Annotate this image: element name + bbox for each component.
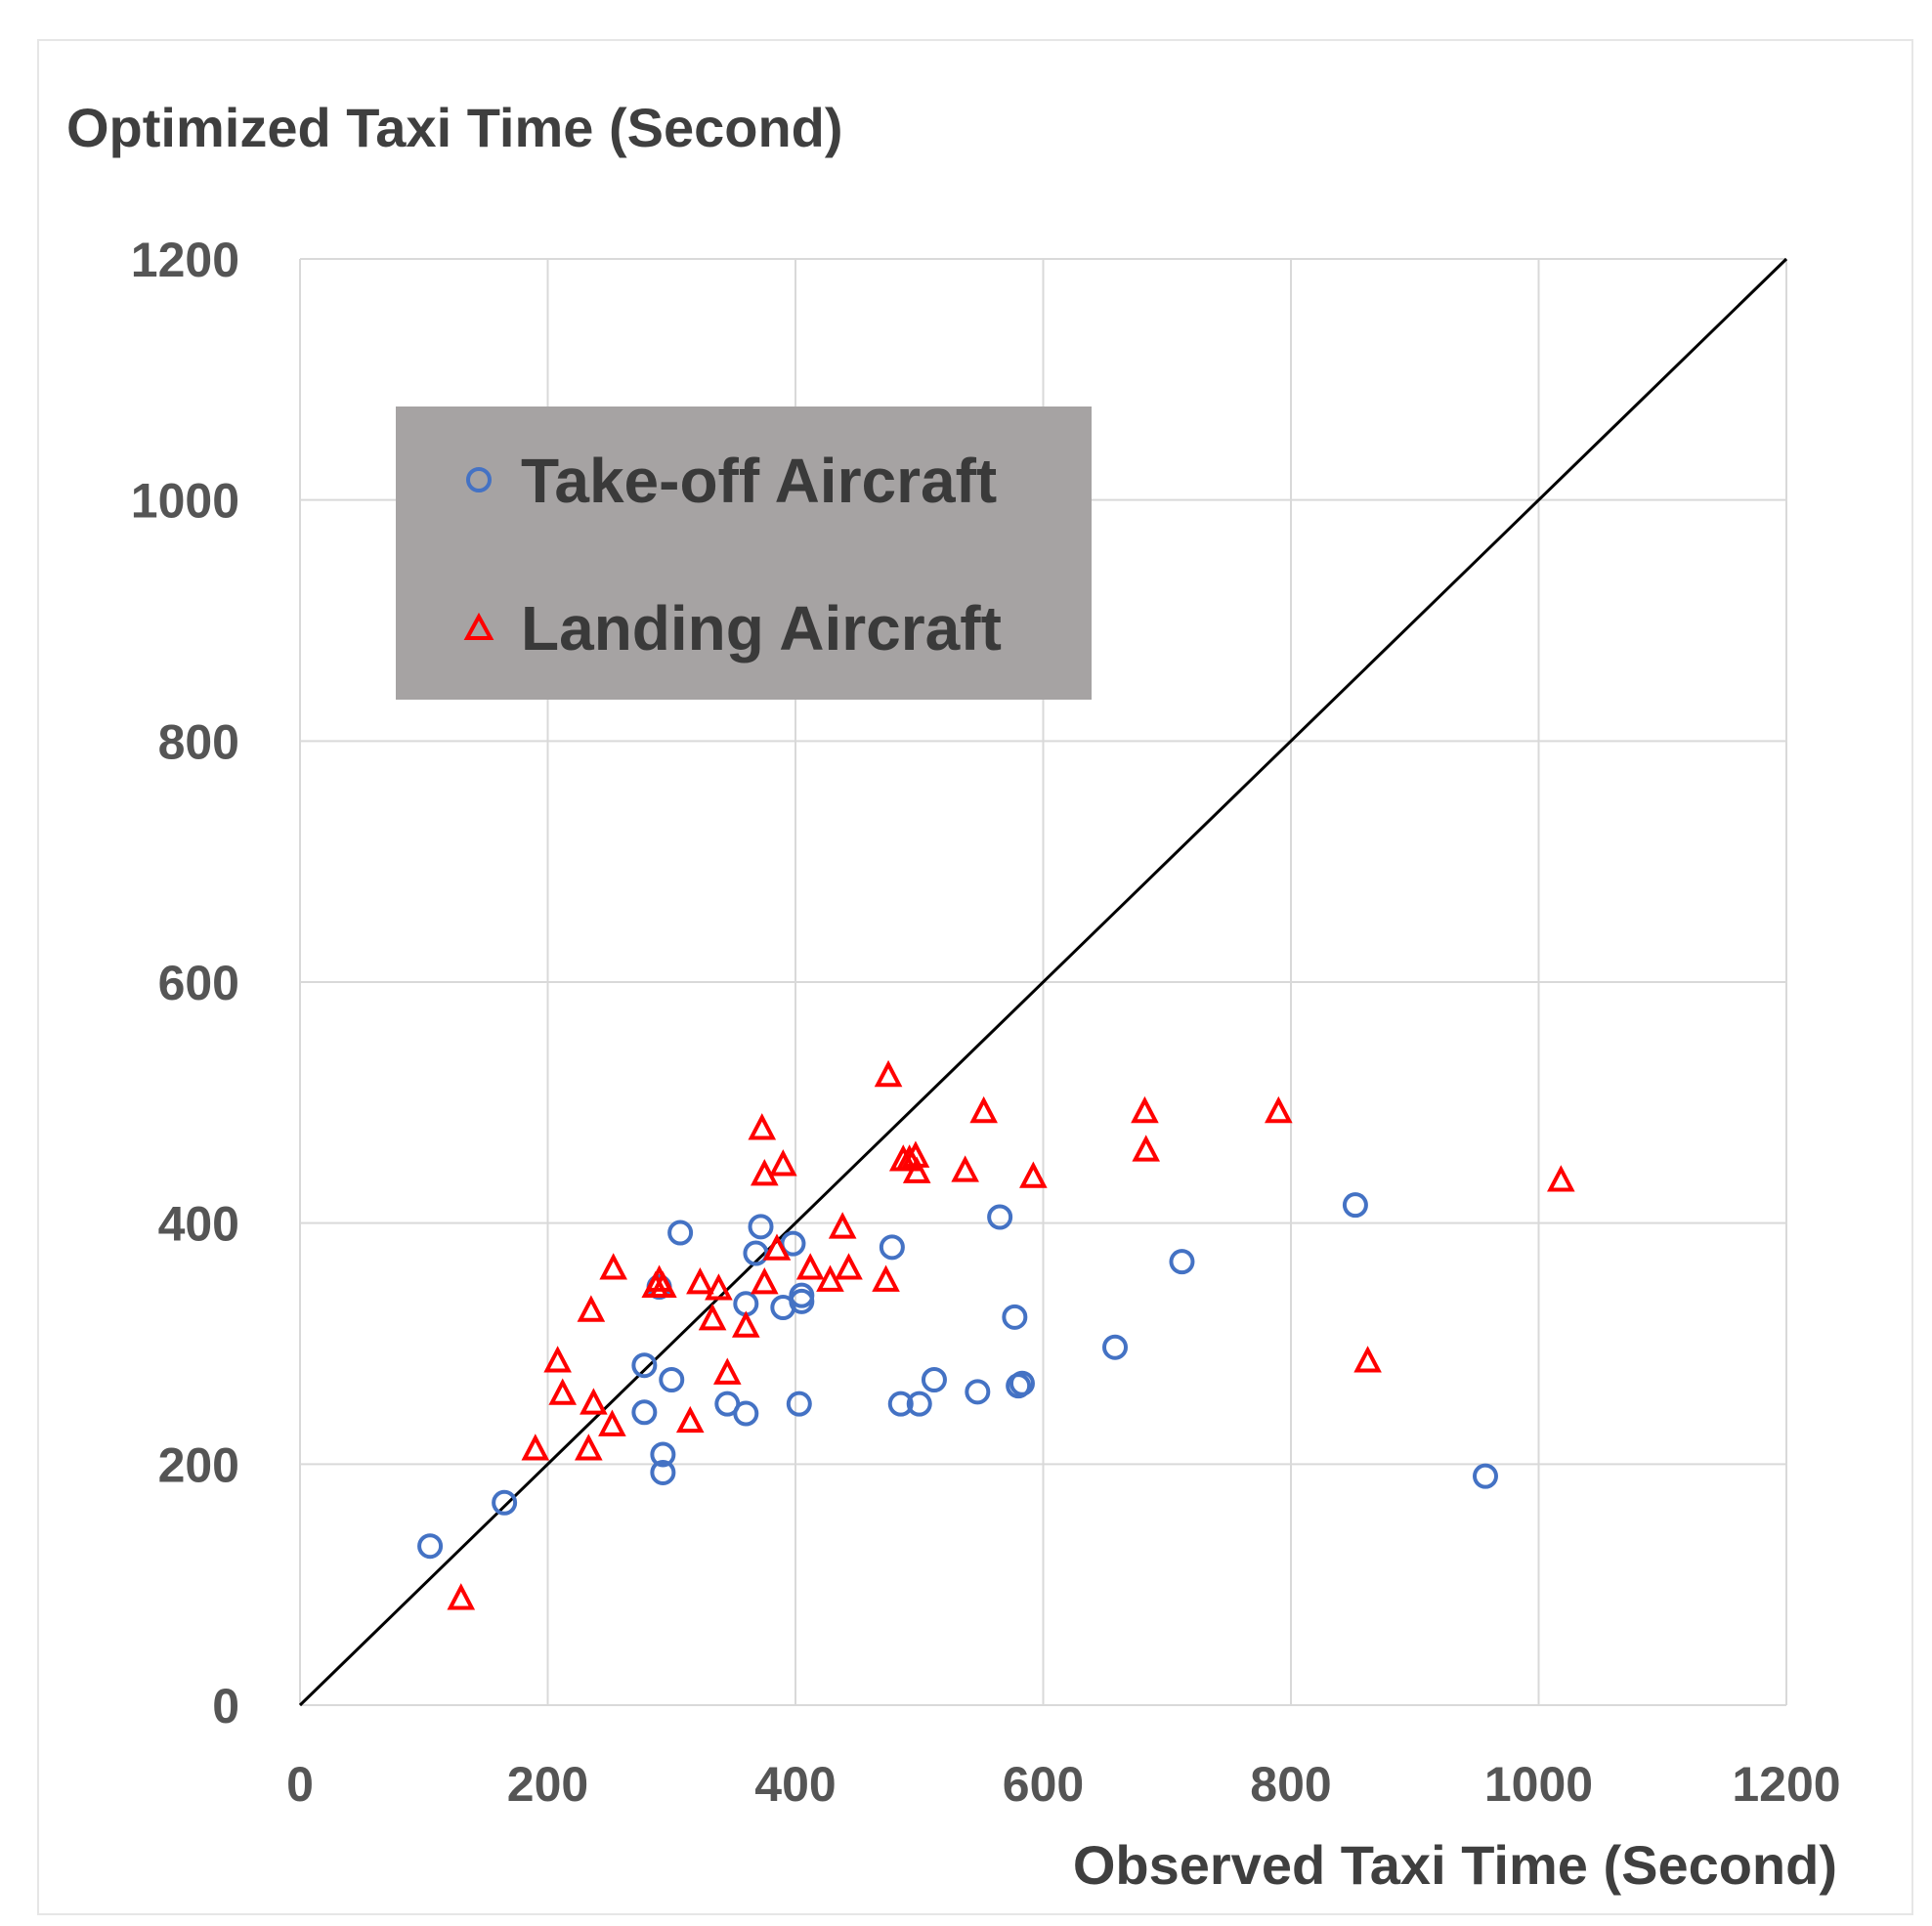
y-tick-label: 800 bbox=[158, 714, 239, 769]
takeoff-point bbox=[789, 1288, 815, 1314]
x-tick-label: 200 bbox=[507, 1757, 588, 1812]
landing-point bbox=[872, 1264, 900, 1292]
landing-point bbox=[705, 1273, 733, 1301]
landing-point bbox=[580, 1388, 608, 1415]
y-tick-label: 600 bbox=[158, 956, 239, 1010]
landing-point bbox=[1131, 1095, 1159, 1124]
y-tick-label: 400 bbox=[158, 1197, 239, 1252]
legend-circle-marker bbox=[466, 467, 492, 492]
landing-point bbox=[762, 1233, 792, 1261]
takeoff-point bbox=[733, 1400, 759, 1427]
y-tick-labels: 0 200 400 600 800 1000 1200 bbox=[131, 233, 239, 1733]
data-points bbox=[417, 1059, 1575, 1610]
landing-point bbox=[748, 1113, 777, 1140]
x-axis-title: Observed Taxi Time (Second) bbox=[1073, 1834, 1837, 1896]
y-tick-label: 1200 bbox=[131, 233, 239, 287]
landing-point bbox=[548, 1378, 578, 1405]
y-axis-title: Optimized Taxi Time (Second) bbox=[66, 97, 843, 158]
x-tick-label: 400 bbox=[754, 1757, 836, 1812]
landing-point bbox=[712, 1357, 742, 1385]
landing-point bbox=[1547, 1165, 1575, 1192]
takeoff-point bbox=[786, 1391, 812, 1417]
takeoff-point bbox=[921, 1367, 947, 1392]
landing-point bbox=[835, 1253, 863, 1280]
landing-point bbox=[675, 1405, 705, 1434]
takeoff-point bbox=[667, 1220, 694, 1246]
takeoff-point bbox=[1169, 1249, 1195, 1275]
takeoff-point bbox=[1472, 1463, 1498, 1489]
takeoff-point bbox=[965, 1379, 991, 1405]
takeoff-point bbox=[659, 1367, 685, 1392]
takeoff-point bbox=[650, 1441, 676, 1468]
takeoff-point bbox=[748, 1214, 774, 1240]
takeoff-point bbox=[417, 1533, 444, 1560]
legend-triangle-marker bbox=[463, 612, 494, 640]
takeoff-point bbox=[887, 1391, 914, 1417]
landing-point bbox=[902, 1156, 931, 1183]
landing-point bbox=[751, 1159, 779, 1186]
x-tick-label: 800 bbox=[1250, 1757, 1331, 1812]
landing-point bbox=[1132, 1134, 1161, 1162]
landing-point bbox=[951, 1155, 979, 1182]
takeoff-point bbox=[1342, 1192, 1368, 1219]
takeoff-point bbox=[631, 1399, 658, 1426]
landing-point bbox=[1353, 1346, 1382, 1373]
x-tick-label: 0 bbox=[286, 1757, 314, 1812]
y-tick-label: 1000 bbox=[131, 474, 239, 529]
takeoff-point bbox=[906, 1391, 932, 1417]
takeoff-point bbox=[631, 1352, 658, 1379]
takeoff-point bbox=[650, 1459, 676, 1485]
x-tick-label: 600 bbox=[1003, 1757, 1084, 1812]
takeoff-point bbox=[1102, 1334, 1129, 1360]
chart-frame bbox=[37, 39, 1913, 1915]
takeoff-point bbox=[1002, 1304, 1028, 1330]
takeoff-point bbox=[879, 1234, 905, 1261]
takeoff-point bbox=[1009, 1370, 1035, 1396]
landing-point bbox=[598, 1409, 626, 1436]
takeoff-point bbox=[987, 1204, 1013, 1230]
legend-label-landing: Landing Aircraft bbox=[521, 593, 1002, 663]
landing-point bbox=[795, 1253, 825, 1280]
legend-item-takeoff: Take-off Aircraft bbox=[466, 446, 997, 516]
legend-item-landing: Landing Aircraft bbox=[463, 593, 1002, 663]
landing-point bbox=[599, 1253, 627, 1280]
landing-point bbox=[686, 1267, 714, 1295]
landing-point bbox=[447, 1583, 476, 1610]
x-tick-label: 1000 bbox=[1484, 1757, 1593, 1812]
y-tick-label: 0 bbox=[212, 1679, 239, 1733]
landing-point bbox=[698, 1304, 727, 1331]
landing-point bbox=[751, 1267, 779, 1295]
landing-point bbox=[769, 1149, 797, 1177]
landing-point bbox=[895, 1144, 923, 1172]
landing-point bbox=[543, 1346, 572, 1373]
reference-line bbox=[298, 257, 1788, 1707]
x-tick-label: 1200 bbox=[1732, 1757, 1840, 1812]
legend-box bbox=[396, 407, 1092, 700]
landing-point bbox=[575, 1434, 603, 1461]
landing-point bbox=[731, 1310, 760, 1338]
legend: Take-off Aircraft Landing Aircraft bbox=[396, 407, 1092, 700]
takeoff-point bbox=[743, 1240, 769, 1266]
landing-point bbox=[828, 1212, 857, 1239]
takeoff-point bbox=[780, 1230, 806, 1257]
landing-point bbox=[969, 1095, 998, 1124]
landing-point bbox=[521, 1434, 550, 1461]
landing-point bbox=[577, 1295, 606, 1322]
y-tick-label: 200 bbox=[158, 1437, 239, 1492]
landing-point bbox=[1265, 1095, 1293, 1124]
legend-label-takeoff: Take-off Aircraft bbox=[521, 446, 997, 516]
takeoff-point bbox=[492, 1489, 518, 1516]
x-tick-labels: 0 200 400 600 800 1000 1200 bbox=[286, 1757, 1841, 1812]
landing-point bbox=[1019, 1161, 1048, 1188]
landing-point bbox=[649, 1270, 677, 1299]
landing-point bbox=[874, 1059, 903, 1088]
